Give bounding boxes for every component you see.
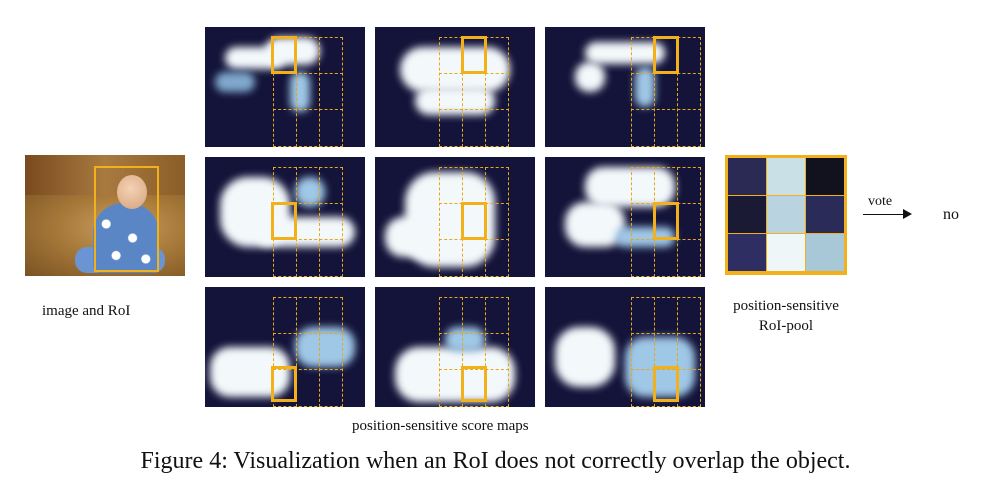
pool-label-line2: RoI-pool xyxy=(758,318,814,334)
score-map-2-1 xyxy=(205,157,365,277)
pool-cell-0-1 xyxy=(767,158,805,195)
pooled-grid xyxy=(725,155,847,275)
score-map-2-3 xyxy=(545,157,705,277)
pool-cell-1-2 xyxy=(806,196,844,233)
score-map-3-1 xyxy=(205,287,365,407)
pool-cell-2-1 xyxy=(767,234,805,271)
pool-cell-1-1 xyxy=(767,196,805,233)
score-map-1-3 xyxy=(545,27,705,147)
photo-baby-head xyxy=(117,175,147,209)
score-map-2-2 xyxy=(375,157,535,277)
score-map-1-1 xyxy=(205,27,365,147)
pool-cell-0-2 xyxy=(806,158,844,195)
pool-cell-0-0 xyxy=(728,158,766,195)
score-map-3-2 xyxy=(375,287,535,407)
vote-label: vote xyxy=(868,194,893,209)
pool-cell-1-0 xyxy=(728,196,766,233)
image-and-roi-label: image and RoI xyxy=(42,303,131,319)
pool-cell-2-2 xyxy=(806,234,844,271)
pool-cell-2-0 xyxy=(728,234,766,271)
roi-box xyxy=(94,166,159,272)
photo-baby-body xyxy=(93,203,159,273)
score-maps-label: position-sensitive score maps xyxy=(352,418,529,434)
vote-arrow-head xyxy=(903,209,912,219)
pool-label-line1: position-sensitive xyxy=(733,298,839,314)
score-map-3-3 xyxy=(545,287,705,407)
figure-caption: Figure 4: Visualization when an RoI does… xyxy=(140,448,851,474)
vote-arrow-line xyxy=(863,214,907,215)
result-label: no xyxy=(943,206,959,223)
score-map-1-2 xyxy=(375,27,535,147)
